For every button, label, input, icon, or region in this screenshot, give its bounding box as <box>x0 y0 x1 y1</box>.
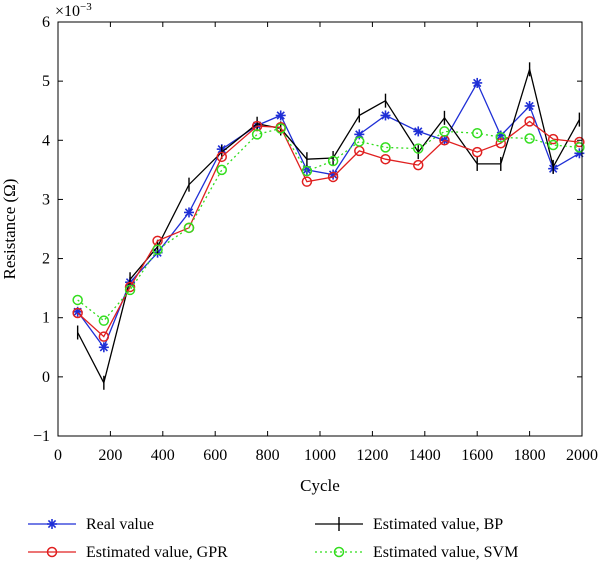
data-point <box>216 151 227 163</box>
data-point <box>574 142 585 153</box>
data-point <box>98 331 110 342</box>
data-point <box>275 123 286 134</box>
y-tick-label: 6 <box>42 14 50 31</box>
legend-label: Estimated value, GPR <box>86 544 228 561</box>
legend-marker <box>333 546 345 558</box>
data-point <box>472 77 483 88</box>
data-point <box>413 126 424 137</box>
data-point <box>380 153 391 165</box>
plot-frame <box>57 21 583 437</box>
data-point <box>275 110 286 121</box>
y-tick-label: 1 <box>42 310 50 327</box>
data-point <box>524 100 535 111</box>
legend-label: Real value <box>86 516 154 533</box>
x-tick-label: 0 <box>54 447 62 464</box>
x-tick-label: 200 <box>98 447 122 464</box>
x-axis-label: Cycle <box>300 476 340 495</box>
x-tick-label: 400 <box>151 447 175 464</box>
axis-ticks: 0 200 400 600 800 1000 1200 1400 1600 1800 2000−10… <box>33 14 598 464</box>
data-point <box>471 127 483 139</box>
data-point <box>354 136 365 147</box>
y-tick-label: 3 <box>42 191 50 208</box>
legend-marker <box>47 519 57 529</box>
data-point <box>98 315 110 326</box>
data-point <box>301 176 313 187</box>
data-point <box>72 307 83 319</box>
y-tick-label: 5 <box>42 73 50 90</box>
data-point <box>547 133 559 145</box>
data-point <box>301 165 313 177</box>
data-point <box>524 116 535 127</box>
series-line <box>77 127 580 322</box>
data-point <box>547 139 559 151</box>
y-multiplier-label: ×10−3 <box>55 1 92 20</box>
data-point <box>124 284 136 296</box>
data-point <box>413 159 424 171</box>
legend-marker <box>46 546 58 558</box>
data-point <box>439 126 450 137</box>
x-tick-label: 1000 <box>304 447 336 464</box>
plot-area <box>72 62 585 390</box>
data-point <box>327 171 339 183</box>
data-point <box>251 129 263 140</box>
x-tick-label: 1400 <box>409 447 441 464</box>
data-point <box>72 294 83 306</box>
data-point <box>152 244 163 255</box>
data-point <box>183 222 195 234</box>
legend-label: Estimated value, SVM <box>373 544 518 561</box>
x-tick-label: 2000 <box>566 447 598 464</box>
y-tick-label: 0 <box>42 369 50 386</box>
legend-label: Estimated value, BP <box>373 516 503 533</box>
x-tick-label: 1800 <box>514 447 546 464</box>
y-tick-label: 4 <box>42 132 50 149</box>
data-point <box>380 142 391 153</box>
data-point <box>216 164 227 176</box>
data-point <box>495 137 507 149</box>
data-point <box>124 281 136 293</box>
x-tick-label: 1200 <box>356 447 388 464</box>
x-tick-label: 800 <box>256 447 280 464</box>
data-point <box>524 133 535 144</box>
series-line <box>77 66 580 385</box>
y-tick-label: 2 <box>42 251 50 268</box>
data-point <box>327 155 339 167</box>
legend: Real value Estimated value, BP Estimated v… <box>28 516 518 561</box>
data-point <box>574 136 585 148</box>
y-tick-label: −1 <box>33 428 50 445</box>
data-point <box>495 132 507 143</box>
data-point <box>380 110 391 121</box>
series-line <box>77 81 580 349</box>
data-point <box>98 342 109 353</box>
data-point <box>471 146 483 158</box>
x-tick-label: 1600 <box>461 447 493 464</box>
series-line <box>77 120 580 338</box>
y-axis-label: Resistance (Ω) <box>0 179 19 280</box>
data-point <box>184 207 194 218</box>
data-point <box>413 143 424 154</box>
x-tick-label: 600 <box>203 447 227 464</box>
